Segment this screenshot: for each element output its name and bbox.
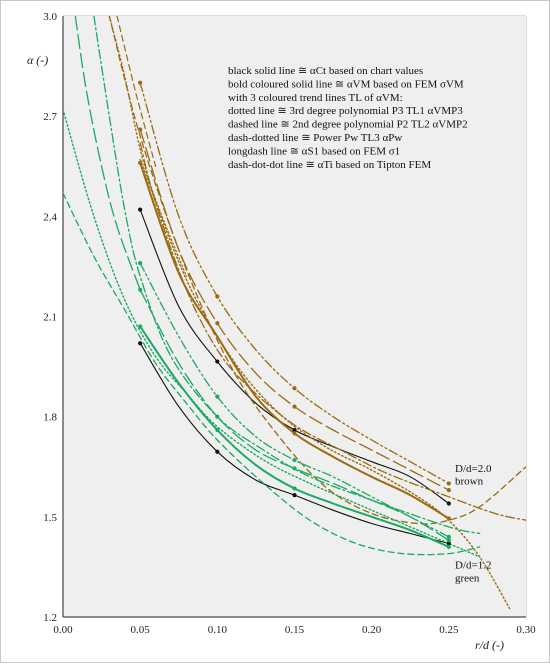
legend-line: dotted line ≅ 3rd degree polynomial P3 T…: [228, 105, 463, 117]
data-point-marker: [292, 386, 297, 391]
legend-text-block: black solid line ≅ αCt based on chart va…: [228, 65, 468, 171]
data-point-marker: [215, 414, 220, 419]
data-point-marker: [292, 404, 297, 409]
legend-line: with 3 coloured trend lines TL of αVM:: [228, 92, 403, 104]
series-line-d-d-1-2-power: [93, 16, 481, 535]
series-line-d-d-2-0-power: [139, 142, 526, 521]
data-point-marker: [292, 486, 297, 491]
data-point-marker: [292, 427, 297, 433]
tick-labels: 0.00 0.05 0.10 0.15 0.20 0.25 0.30 1.2 1.5 1.8 2.1…: [43, 11, 536, 636]
x-tick-label: 0.15: [285, 624, 305, 636]
curve-annotation: brown: [455, 475, 484, 487]
data-point-marker: [292, 466, 297, 471]
marker-group: [138, 80, 451, 549]
x-tick-label: 0.00: [53, 624, 73, 636]
data-point-marker: [446, 481, 451, 486]
y-tick-label: 1.2: [43, 612, 57, 624]
y-tick-label: 3.0: [43, 11, 57, 23]
data-point-marker: [292, 431, 297, 436]
y-axis-label: α (-): [27, 53, 48, 67]
series-line-d-d-2-0-fem-vm: [139, 161, 450, 520]
data-point-marker: [215, 449, 220, 454]
data-point-marker: [215, 359, 220, 364]
x-tick-label: 0.25: [439, 624, 459, 636]
series-line-d-d-2-0-p2: [108, 16, 526, 525]
x-tick-label: 0.20: [362, 624, 382, 636]
y-tick-label: 2.7: [43, 111, 57, 123]
legend-line: longdash line ≅ αS1 based on FEM σ1: [228, 145, 400, 157]
series-line-d-d-2-0-fem-s1: [139, 128, 450, 491]
data-point-marker: [292, 457, 297, 463]
series-line-d-d-1-2-tipton: [139, 262, 450, 538]
curve-annotation: D/d=1.2: [455, 560, 491, 572]
data-point-marker: [215, 321, 220, 326]
x-axis-label: r/d (-): [475, 638, 504, 652]
data-point-marker: [215, 294, 220, 299]
data-point-marker: [446, 516, 451, 521]
series-line-d-d-2-0-chart-black: [139, 209, 450, 505]
curve-annotation: D/d=2.0: [455, 463, 492, 475]
y-tick-label: 2.4: [43, 211, 57, 223]
y-tick-label: 1.8: [43, 412, 57, 424]
x-tick-label: 0.30: [516, 624, 536, 636]
x-tick-label: 0.05: [131, 624, 151, 636]
x-tick-label: 0.10: [208, 624, 228, 636]
y-tick-label: 1.5: [43, 512, 57, 524]
series-line-d-d-2-0-tipton: [139, 82, 450, 485]
series-line-d-d-1-2-p3: [63, 108, 481, 558]
data-point-marker: [292, 493, 297, 498]
data-point-marker: [138, 324, 143, 329]
data-point-marker: [138, 160, 143, 166]
data-point-marker: [446, 534, 451, 539]
legend-line: black solid line ≅ αCt based on chart va…: [228, 65, 423, 77]
data-point-marker: [138, 287, 143, 292]
legend-line: dash-dot-dot line ≅ αTi based on Tipton …: [228, 159, 431, 171]
data-point-marker: [446, 538, 451, 543]
data-point-marker: [138, 207, 143, 212]
legend-line: dashed line ≅ 2nd degree polynomial P2 T…: [228, 119, 468, 131]
data-point-marker: [446, 488, 451, 493]
data-point-marker: [138, 80, 143, 85]
series-line-d-d-2-0-p3-upper: [108, 16, 188, 278]
data-point-marker: [215, 427, 220, 433]
series-line-d-d-1-2-longdash-upper: [74, 16, 141, 291]
data-point-marker: [446, 501, 451, 506]
y-tick-label: 2.1: [43, 312, 57, 324]
curve-annotation: green: [455, 572, 480, 584]
data-point-marker: [138, 341, 143, 346]
data-point-marker: [215, 394, 220, 399]
series-line-d-d-2-0-p3: [139, 158, 512, 611]
data-point-marker: [138, 260, 143, 266]
data-point-marker: [446, 544, 451, 549]
series-line-d-d-2-0-p2-upper: [116, 16, 157, 167]
series-line-d-d-1-2-p2: [63, 192, 481, 556]
data-point-marker: [138, 127, 143, 132]
legend-line: bold coloured solid line ≅ αVM based on …: [228, 78, 464, 90]
legend-line: dash-dotted line ≅ Power Pw TL3 αPw: [228, 132, 402, 144]
series-group: [63, 16, 526, 611]
data-point-marker: [446, 541, 451, 546]
